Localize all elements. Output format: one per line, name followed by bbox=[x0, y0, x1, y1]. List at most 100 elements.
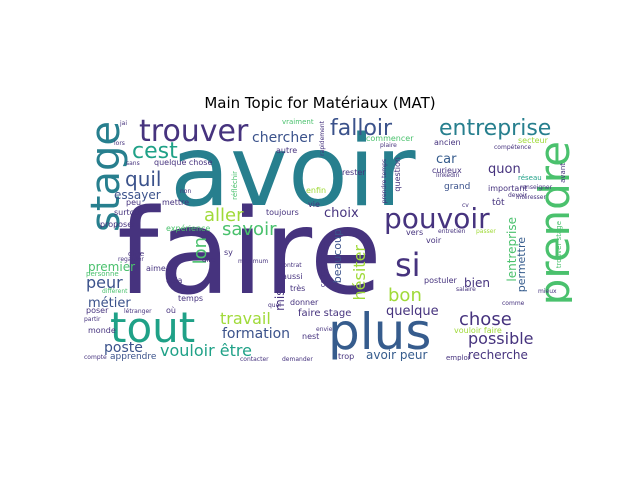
word-voir: voir bbox=[426, 236, 442, 245]
word-vers: vers bbox=[406, 228, 424, 237]
word-competence: compétence bbox=[494, 144, 532, 151]
word-vraiment: vraiment bbox=[282, 118, 314, 126]
word-cloud: avoir faire stage prendre plus tout trou… bbox=[84, 117, 572, 361]
word-possible: possible bbox=[468, 329, 534, 348]
word-enfin: enfin bbox=[306, 186, 327, 195]
word-partir: partir bbox=[84, 316, 101, 323]
word-faire: faire bbox=[117, 183, 383, 321]
word-poste: poste bbox=[104, 340, 143, 356]
word-monde: monde bbox=[88, 326, 116, 335]
word-cest: cest bbox=[132, 139, 178, 164]
word-essayer: essayer bbox=[114, 188, 161, 202]
word-compte: compte bbox=[84, 354, 107, 361]
word-cela: cela bbox=[166, 276, 183, 285]
word-linkedin: linkedin bbox=[436, 172, 460, 179]
word-mettre: mettre bbox=[162, 198, 190, 207]
word-quelque: quelque bbox=[386, 304, 439, 319]
word-regarder: regarder bbox=[118, 256, 144, 263]
word-contacter: contacter bbox=[240, 356, 269, 362]
word-jai: jai bbox=[120, 120, 128, 127]
word-surtout: surtout bbox=[114, 208, 143, 217]
word-comme: comme bbox=[502, 300, 525, 307]
word-interesser: intéresser bbox=[516, 194, 546, 201]
word-tot: tôt bbox=[492, 198, 505, 208]
word-grand: grand bbox=[444, 182, 471, 192]
word-vouloir-etre: vouloir être bbox=[160, 341, 252, 360]
word-tres: très bbox=[290, 284, 306, 293]
word-pouvoir: pouvoir bbox=[384, 202, 490, 235]
word-secteur: secteur bbox=[518, 136, 548, 145]
word-formation: formation bbox=[222, 326, 291, 342]
word-renseigner: renseigner bbox=[520, 184, 553, 191]
word-quil: quil bbox=[125, 167, 162, 191]
word-beaucoup: beaucoup bbox=[331, 229, 344, 284]
chart-title: Main Topic for Matériaux (MAT) bbox=[204, 94, 436, 112]
word-trop: trop bbox=[338, 352, 355, 361]
word-curieux: curieux bbox=[432, 166, 462, 175]
word-devoir: devoir bbox=[508, 192, 527, 199]
word-metier: métier bbox=[88, 296, 131, 311]
word-trouver: trouver bbox=[139, 117, 249, 149]
word-recherche: recherche bbox=[468, 348, 528, 361]
word-demander: demander bbox=[282, 356, 313, 362]
word-lors: lors bbox=[114, 140, 125, 147]
word-poser: poser bbox=[86, 306, 109, 315]
word-autre: autre bbox=[276, 146, 298, 155]
word-lentreprise: lentreprise bbox=[505, 217, 519, 282]
word-quel: quel bbox=[268, 302, 281, 309]
word-tout: tout bbox=[110, 303, 196, 352]
word-aimer: aimer bbox=[146, 264, 170, 273]
word-offre: offre bbox=[128, 250, 145, 258]
word-proposer: proposer bbox=[100, 220, 136, 229]
word-cv: cv bbox=[462, 202, 469, 209]
word-sy: sy bbox=[224, 248, 233, 257]
word-salaire: salaire bbox=[456, 286, 476, 293]
word-peu: peu bbox=[126, 198, 142, 207]
word-non: non bbox=[180, 188, 192, 195]
word-toujours: toujours bbox=[266, 208, 299, 217]
word-avoir-peur: avoir peur bbox=[366, 348, 428, 361]
word-ou: où bbox=[166, 306, 176, 315]
word-ancien: ancien bbox=[434, 138, 461, 147]
word-quelque-chose: quelque chose bbox=[154, 158, 213, 167]
word-rapidement: rapidement bbox=[319, 121, 326, 156]
word-prendre-temps: prendre temps bbox=[381, 159, 388, 204]
word-avoir: avoir bbox=[170, 117, 416, 229]
word-bon: bon bbox=[388, 285, 422, 306]
word-plus: plus bbox=[328, 303, 432, 361]
word-etre: être bbox=[180, 286, 193, 293]
word-vie: vie bbox=[308, 200, 320, 209]
word-faire-stage: faire stage bbox=[298, 308, 352, 319]
word-entreprise: entreprise bbox=[439, 117, 552, 141]
word-plaire: plaire bbox=[380, 142, 397, 149]
word-hesiter: hésiter bbox=[350, 245, 369, 301]
word-choix: choix bbox=[324, 206, 359, 221]
word-bien: bien bbox=[464, 276, 490, 290]
word-reseau: réseau bbox=[518, 174, 542, 182]
word-experience: expérience bbox=[166, 224, 211, 233]
word-reflechir: réfléchir bbox=[231, 171, 239, 200]
word-savoir: savoir bbox=[222, 219, 277, 240]
word-personne: personne bbox=[86, 270, 119, 278]
word-peur: peur bbox=[86, 273, 123, 292]
word-commencer: commencer bbox=[366, 134, 414, 143]
word-nest: nest bbox=[302, 332, 320, 341]
word-entretien: entretien bbox=[438, 228, 466, 235]
word-correspondre: correspondre bbox=[319, 241, 327, 288]
word-rester: rester bbox=[342, 168, 366, 177]
word-dire: dire bbox=[202, 256, 216, 264]
word-important: important bbox=[488, 184, 528, 193]
word-donner: donner bbox=[290, 298, 319, 307]
word-question: question bbox=[393, 157, 402, 192]
word-different: différent bbox=[102, 288, 128, 295]
word-temps: temps bbox=[178, 294, 204, 303]
word-letranger: létranger bbox=[124, 308, 152, 315]
word-sans: sans bbox=[126, 160, 140, 167]
word-emploi: emploi bbox=[446, 354, 470, 362]
word-si: si bbox=[395, 246, 421, 284]
word-premier: premier bbox=[88, 260, 136, 274]
word-chercher: chercher bbox=[252, 130, 314, 146]
word-vouloir-faire: vouloir faire bbox=[454, 326, 502, 335]
word-aller: aller bbox=[204, 205, 244, 226]
word-envie: envie bbox=[316, 326, 333, 333]
